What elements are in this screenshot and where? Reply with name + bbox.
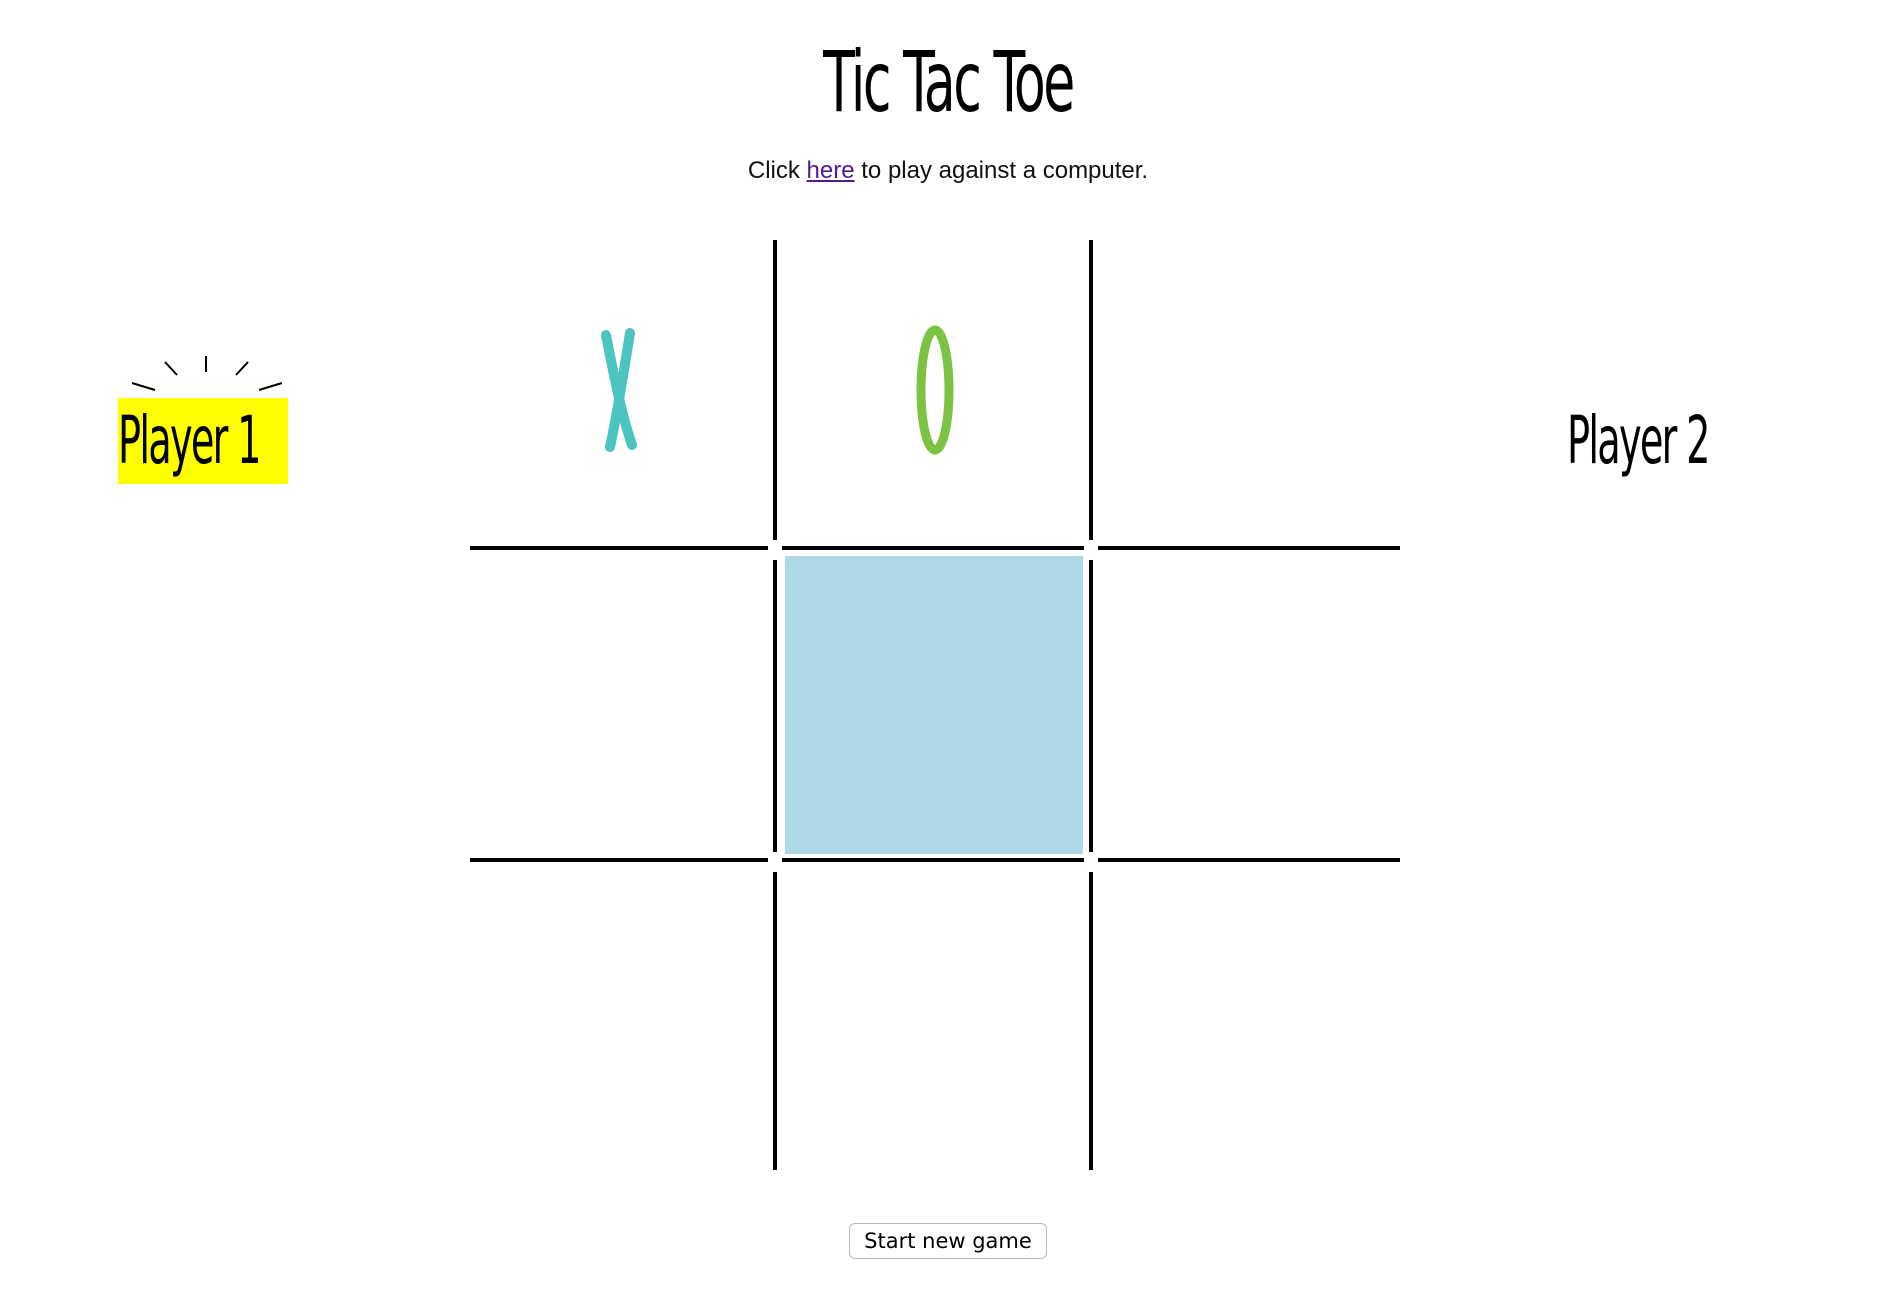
board-cell[interactable] <box>785 870 1085 1170</box>
board-cell[interactable] <box>785 556 1083 854</box>
player-2-label: Player 2 <box>1567 398 1767 484</box>
play-computer-link[interactable]: here <box>806 157 855 184</box>
player-1-text: Player 1 <box>118 402 261 479</box>
board-cell[interactable] <box>1100 240 1400 540</box>
x-mark-icon <box>601 328 637 452</box>
board-line-vertical-1 <box>773 240 777 1170</box>
board-line-horizontal-2 <box>470 858 1400 862</box>
board-line-vertical-2 <box>1089 240 1093 1170</box>
board-cell[interactable] <box>470 870 770 1170</box>
page-title: Tic Tac Toe <box>823 33 1075 131</box>
intersection-gap <box>770 540 780 560</box>
board-cell[interactable] <box>470 556 770 856</box>
intersection-gap <box>770 852 780 872</box>
board-cell[interactable] <box>470 240 770 540</box>
intersection-gap <box>1086 540 1096 560</box>
subtitle-suffix: to play against a computer. <box>854 157 1149 184</box>
subtitle: Click here to play against a computer. <box>0 157 1896 185</box>
game-board <box>470 240 1400 1170</box>
active-player-sparkle-icon <box>131 356 283 391</box>
player-1-label: Player 1 <box>118 398 288 484</box>
start-new-game-button[interactable]: Start new game <box>849 1223 1047 1259</box>
board-cell[interactable] <box>1100 556 1400 856</box>
subtitle-prefix: Click <box>747 157 807 184</box>
controls: Start new game <box>0 1223 1896 1259</box>
o-mark-icon <box>916 325 954 455</box>
board-line-horizontal-1 <box>470 546 1400 550</box>
intersection-gap <box>1086 852 1096 872</box>
board-cell[interactable] <box>1100 870 1400 1170</box>
board-cell[interactable] <box>785 240 1085 540</box>
player-2-text: Player 2 <box>1567 402 1710 479</box>
